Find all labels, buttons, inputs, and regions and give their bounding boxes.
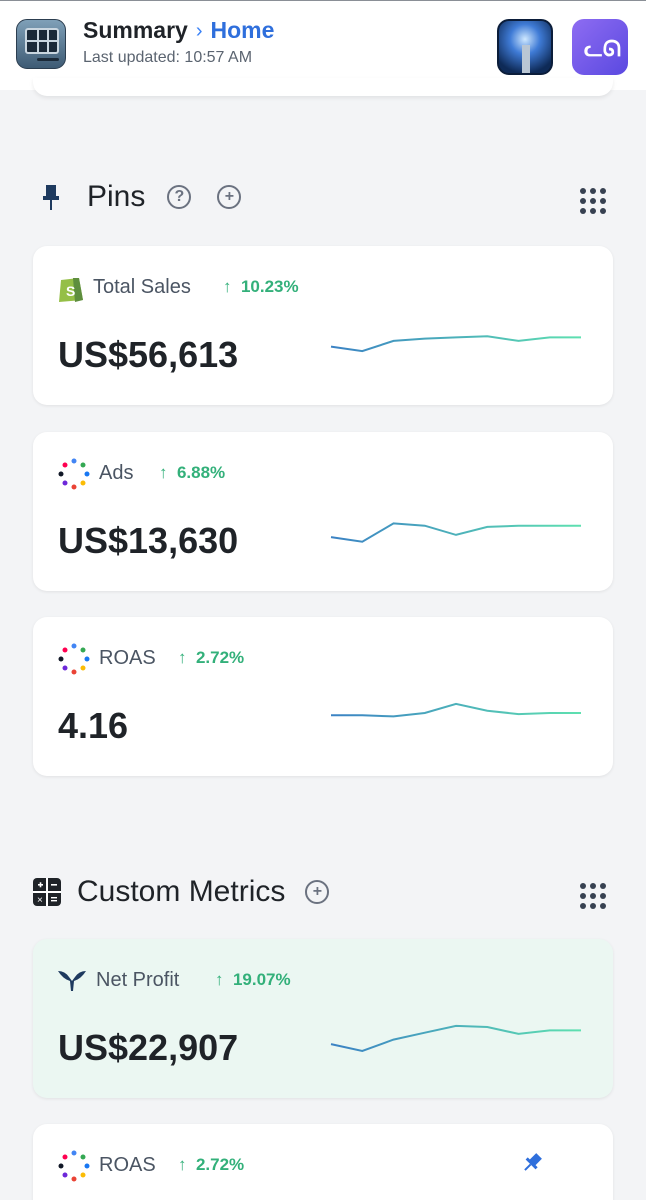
multicolor-dots-icon bbox=[58, 1150, 90, 1182]
metric-card-total-sales[interactable]: S Total Sales ↑ 10.23% US$56,613 bbox=[33, 246, 613, 405]
sparkline-series bbox=[331, 702, 581, 718]
metric-card-ads[interactable]: Ads ↑ 6.88% US$13,630 bbox=[33, 432, 613, 591]
whale-app-icon[interactable]: ᓚᘏ bbox=[572, 19, 628, 75]
svg-text:×: × bbox=[37, 895, 43, 906]
metric-value: 4.16 bbox=[58, 705, 129, 746]
metric-delta: ↑ 6.88% bbox=[159, 463, 226, 482]
metric-name: Ads bbox=[99, 462, 134, 484]
question-circle-icon[interactable]: ? bbox=[167, 185, 192, 209]
pin-icon bbox=[43, 185, 59, 210]
sparkline-chart bbox=[330, 1024, 581, 1053]
grid-dots-icon[interactable] bbox=[580, 883, 606, 909]
metric-card-roas[interactable]: ROAS ↑ 2.72% 4.16 bbox=[33, 617, 613, 776]
metric-card-roas-custom[interactable]: ROAS ↑ 2.72% bbox=[33, 1124, 613, 1200]
metric-card-net-profit[interactable]: Net Profit ↑ 19.07% US$22,907 bbox=[33, 939, 613, 1098]
calculator-icon: × bbox=[33, 878, 61, 906]
plus-circle-icon[interactable]: + bbox=[305, 880, 330, 904]
metric-name: Net Profit bbox=[96, 969, 180, 991]
metric-name: ROAS bbox=[99, 647, 156, 669]
metric-delta: ↑ 2.72% bbox=[178, 1155, 245, 1174]
grid-dots-icon[interactable] bbox=[580, 188, 606, 214]
plus-circle-icon[interactable]: + bbox=[217, 185, 242, 209]
sparkline-chart bbox=[330, 335, 581, 353]
breadcrumb-home-link[interactable]: Home bbox=[210, 17, 275, 43]
multicolor-dots-icon bbox=[58, 458, 90, 490]
page-title: Summary bbox=[83, 17, 188, 43]
pins-title: Pins bbox=[87, 180, 146, 213]
triple-whale-icon bbox=[58, 971, 86, 991]
metric-delta: ↑ 19.07% bbox=[215, 970, 291, 989]
svg-text:S: S bbox=[66, 283, 75, 299]
top-header: Summary › Home Last updated: 10:57 AM ᓚᘏ bbox=[0, 0, 646, 90]
multicolor-dots-icon bbox=[58, 643, 90, 675]
previous-card-edge bbox=[33, 78, 613, 96]
beacon-app-icon[interactable] bbox=[497, 19, 553, 75]
dashboard-app-icon[interactable] bbox=[16, 19, 66, 69]
sparkline-chart bbox=[330, 522, 581, 543]
metric-name: ROAS bbox=[99, 1154, 156, 1176]
metric-value: US$22,907 bbox=[58, 1027, 239, 1068]
sparkline-series bbox=[330, 522, 581, 543]
last-updated-text: Last updated: 10:57 AM bbox=[83, 49, 253, 66]
metric-value: US$13,630 bbox=[58, 520, 239, 561]
custom-metrics-section-header: × Custom Metrics + bbox=[33, 875, 330, 909]
sparkline-series bbox=[330, 335, 581, 353]
custom-metrics-title: Custom Metrics bbox=[77, 875, 286, 908]
sparkline-chart bbox=[331, 702, 581, 718]
pin-filled-icon[interactable] bbox=[521, 1152, 543, 1174]
shopify-icon: S bbox=[59, 278, 83, 302]
pins-section-header: Pins ? + bbox=[33, 180, 242, 214]
metric-delta: ↑ 10.23% bbox=[223, 277, 299, 296]
metric-value: US$56,613 bbox=[58, 334, 239, 375]
sparkline-series bbox=[330, 1024, 581, 1053]
chevron-right-icon: › bbox=[195, 19, 203, 42]
metric-delta: ↑ 2.72% bbox=[178, 648, 245, 667]
breadcrumb: Summary › Home bbox=[83, 17, 274, 44]
metric-name: Total Sales bbox=[93, 276, 191, 298]
